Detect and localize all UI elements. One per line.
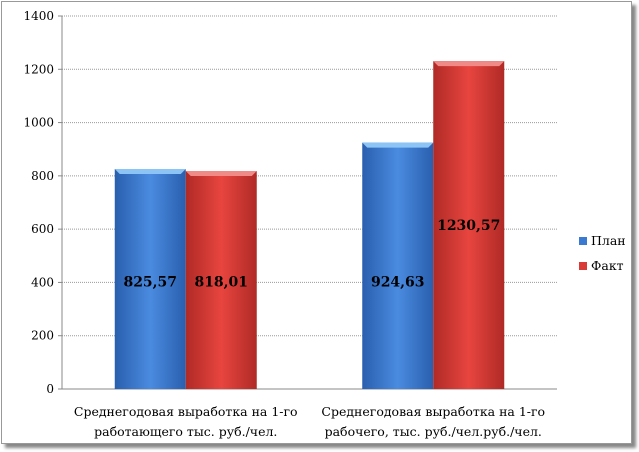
data-label: 825,57 xyxy=(123,274,177,290)
bar-top-bevel xyxy=(433,61,505,67)
data-label: 1230,57 xyxy=(437,218,500,234)
category-label: Среднегодовая выработка на 1-го xyxy=(321,404,545,419)
y-tick-label: 400 xyxy=(31,275,54,289)
legend-label: Факт xyxy=(591,258,624,273)
y-tick-label: 0 xyxy=(46,382,54,396)
category-label: рабочего, тыс. руб./чел.руб./чел. xyxy=(325,424,542,439)
category-label: Среднегодовая выработка на 1-го xyxy=(74,404,298,419)
y-tick-label: 1200 xyxy=(23,62,54,76)
bar-top-bevel xyxy=(114,169,186,175)
y-tick-label: 1400 xyxy=(23,9,54,23)
legend-swatch xyxy=(579,237,587,245)
bar-План xyxy=(362,142,434,389)
bar-Факт xyxy=(185,171,257,389)
y-tick-label: 200 xyxy=(31,329,54,343)
bar-top-bevel xyxy=(362,142,434,148)
data-label: 924,63 xyxy=(371,274,425,290)
legend-label: План xyxy=(591,233,626,248)
bar-Факт xyxy=(433,61,505,389)
data-label: 818,01 xyxy=(194,274,248,290)
chart-frame xyxy=(1,1,632,444)
y-tick-label: 1000 xyxy=(23,116,54,130)
y-tick-label: 800 xyxy=(31,169,54,183)
legend-swatch xyxy=(579,262,587,270)
bar-top-bevel xyxy=(185,171,257,177)
y-tick-label: 600 xyxy=(31,222,54,236)
category-label: работающего тыс. руб./чел. xyxy=(94,424,277,439)
bar-План xyxy=(114,169,186,389)
